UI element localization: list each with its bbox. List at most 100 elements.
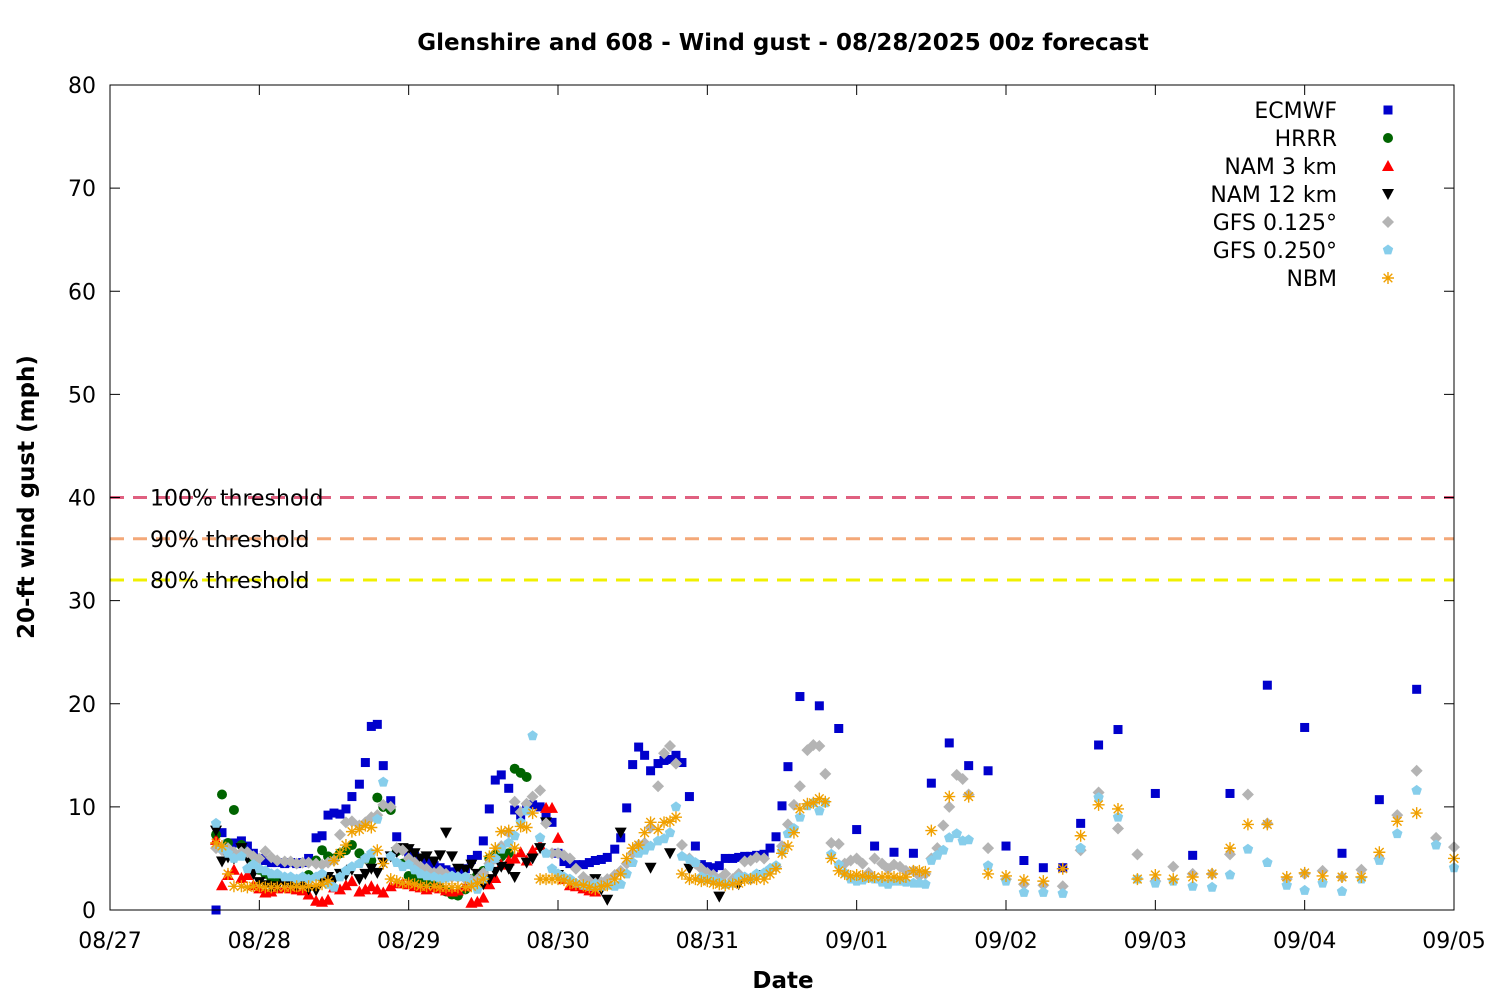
x-tick-label: 08/31 [676, 929, 739, 954]
threshold-label-90-threshold: 90% threshold [150, 528, 310, 553]
point-gfs-0-250 [920, 878, 931, 889]
point-nbm [658, 816, 671, 829]
threshold-label-80-threshold: 80% threshold [150, 569, 310, 594]
point-nbm [1131, 873, 1144, 886]
point-nbm [290, 880, 303, 893]
series-nbm [210, 790, 1460, 896]
point-nam-12-km [408, 848, 421, 860]
point-nbm [601, 879, 614, 892]
point-nam-12-km [508, 872, 521, 883]
point-nbm [626, 842, 639, 855]
point-nam-3-km [384, 880, 397, 892]
point-ecmwf [646, 766, 656, 776]
point-nam-12-km [465, 859, 478, 871]
point-ecmwf [926, 778, 936, 788]
point-nbm [669, 811, 682, 824]
point-gfs-0-125 [758, 852, 771, 865]
point-nbm [943, 790, 956, 803]
legend-label: NAM 3 km [1224, 155, 1337, 180]
point-gfs-0-250 [1038, 887, 1049, 897]
point-gfs-0-125 [943, 800, 956, 813]
point-nbm [1186, 871, 1199, 883]
legend-label: HRRR [1275, 127, 1337, 152]
point-gfs-0-125 [259, 845, 272, 858]
point-gfs-0-250 [372, 813, 383, 824]
legend-marker [1382, 216, 1394, 228]
point-nam-3-km [227, 863, 240, 875]
point-ecmwf [634, 742, 644, 752]
point-gfs-0-250 [1093, 792, 1104, 802]
point-gfs-0-125 [669, 757, 682, 770]
point-ecmwf [622, 803, 632, 813]
point-nbm [1298, 866, 1311, 879]
point-ecmwf [834, 724, 844, 733]
point-nam-3-km [471, 895, 484, 907]
point-ecmwf [1225, 788, 1235, 798]
point-nbm [483, 850, 496, 863]
point-gfs-0-250 [1112, 811, 1124, 822]
point-ecmwf [1019, 856, 1029, 865]
legend-marker [1382, 160, 1394, 171]
point-nbm [781, 840, 794, 853]
point-nbm [577, 879, 590, 892]
x-axis-label: Date [752, 968, 813, 994]
point-nbm [1410, 807, 1423, 820]
x-tick-label: 09/03 [1124, 929, 1187, 954]
point-gfs-0-125 [825, 836, 838, 849]
point-gfs-0-125 [1430, 831, 1443, 844]
point-nam-12-km [526, 853, 539, 865]
point-nam-12-km [428, 856, 441, 868]
point-nbm [807, 796, 820, 809]
point-nbm [451, 881, 464, 894]
point-ecmwf [341, 804, 351, 814]
point-nbm [221, 867, 234, 880]
point-ecmwf [1412, 684, 1422, 694]
point-gfs-0-250 [1262, 857, 1273, 867]
point-gfs-0-250 [460, 871, 471, 882]
point-gfs-0-250 [385, 850, 396, 861]
legend-item-nam-12-km: NAM 12 km [1210, 183, 1394, 208]
point-nbm [216, 840, 228, 853]
point-gfs-0-125 [793, 780, 806, 793]
point-nbm [1373, 846, 1386, 859]
point-nbm [1000, 869, 1012, 882]
point-ecmwf [242, 841, 252, 851]
point-nbm [632, 839, 645, 852]
point-nbm [563, 877, 576, 890]
point-ecmwf [366, 721, 376, 731]
point-nbm [825, 852, 838, 865]
point-nbm [850, 868, 863, 881]
point-nbm [339, 839, 352, 852]
legend-label: NAM 12 km [1210, 183, 1337, 208]
x-tick-label: 09/05 [1422, 929, 1485, 954]
point-nbm [284, 881, 297, 894]
point-nam-12-km [371, 867, 384, 879]
point-ecmwf [734, 852, 744, 862]
point-nbm [1355, 871, 1368, 883]
point-gfs-0-125 [719, 867, 732, 880]
point-nbm [620, 852, 633, 865]
point-nam-12-km [601, 894, 614, 906]
point-gfs-0-250 [540, 847, 552, 858]
point-gfs-0-125 [396, 844, 409, 857]
point-gfs-0-125 [271, 854, 284, 867]
point-ecmwf [547, 817, 557, 827]
point-gfs-0-250 [1242, 843, 1254, 854]
point-nbm [333, 847, 346, 860]
point-ecmwf [870, 841, 880, 851]
point-nam-12-km [434, 850, 447, 862]
point-nbm [520, 821, 533, 834]
point-ecmwf [535, 802, 545, 812]
point-nbm [750, 873, 763, 886]
point-nam-3-km [552, 831, 564, 843]
point-nam-3-km [235, 872, 248, 884]
y-tick-label: 50 [68, 383, 96, 408]
point-nbm [583, 881, 596, 894]
legend-item-hrrr: HRRR [1275, 127, 1393, 152]
point-ecmwf [1038, 863, 1048, 873]
point-nbm [489, 842, 502, 855]
point-gfs-0-250 [690, 857, 701, 867]
point-ecmwf [323, 810, 333, 820]
point-gfs-0-125 [1131, 848, 1144, 861]
